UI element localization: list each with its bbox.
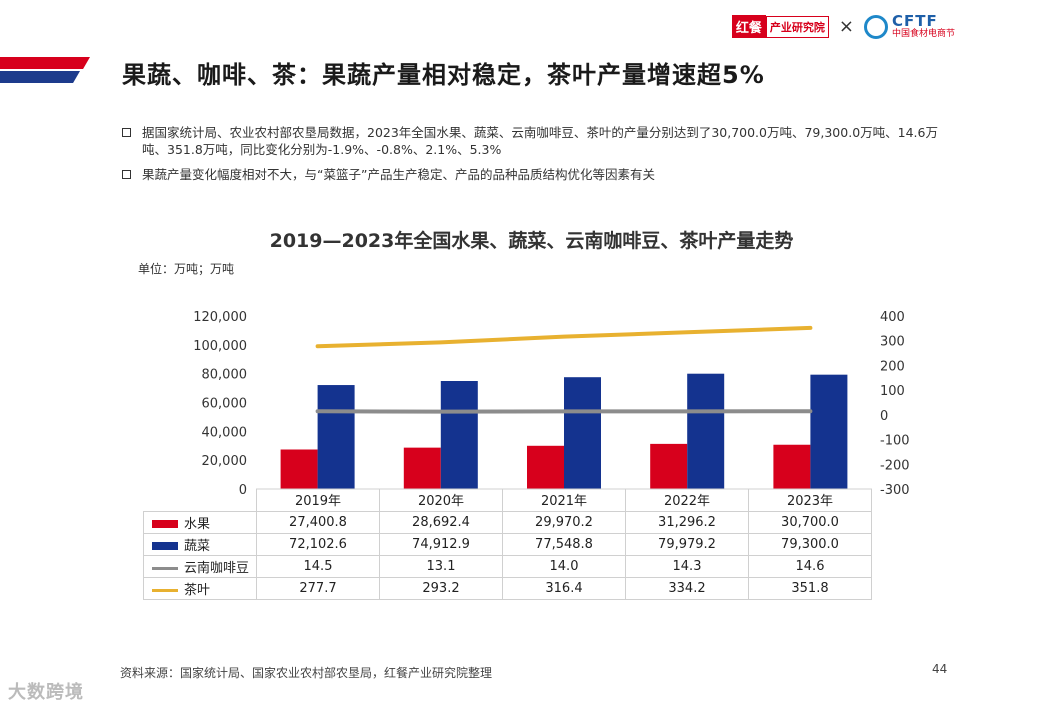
table-header-cell: 2023年 xyxy=(748,489,872,512)
table-cell: 28,692.4 xyxy=(379,510,503,534)
series-name: 云南咖啡豆 xyxy=(184,560,250,576)
table-cell: 31,296.2 xyxy=(625,510,749,534)
y-right-tick-label: -300 xyxy=(880,483,910,498)
bar-vegetable xyxy=(687,373,725,489)
table-header-cell: 2020年 xyxy=(379,489,503,512)
summary-bullets: 据国家统计局、农业农村部农垦局数据，2023年全国水果、蔬菜、云南咖啡豆、茶叶的… xyxy=(118,124,958,191)
table-cell: 14.3 xyxy=(625,554,749,578)
line-tea xyxy=(315,325,813,349)
y-left-tick-label: 120,000 xyxy=(193,310,247,325)
y-right-tick-label: 300 xyxy=(880,335,905,350)
y-right-tick-label: 0 xyxy=(880,409,888,424)
hongcan-logo-text: 产业研究院 xyxy=(765,15,829,38)
cftf-logo-subtitle: 中国食材电商节 xyxy=(891,28,955,39)
data-table: 2019年 2020年 2021年 2022年 2023年 水果 27,400.… xyxy=(143,489,872,600)
bullet-text: 据国家统计局、农业农村部农垦局数据，2023年全国水果、蔬菜、云南咖啡豆、茶叶的… xyxy=(142,125,938,157)
table-cell: 14.6 xyxy=(748,554,872,578)
table-cell: 293.2 xyxy=(379,576,503,600)
bar-fruit xyxy=(280,449,318,489)
table-cell: 13.1 xyxy=(379,554,503,578)
table-row-tea: 茶叶 277.7 293.2 316.4 334.2 351.8 xyxy=(143,576,872,600)
table-row-coffee: 云南咖啡豆 14.5 13.1 14.0 14.3 14.6 xyxy=(143,554,872,578)
legend-key-fruit xyxy=(152,520,178,528)
bullet-item: 据国家统计局、农业农村部农垦局数据，2023年全国水果、蔬菜、云南咖啡豆、茶叶的… xyxy=(118,124,958,158)
legend-key-tea xyxy=(152,588,178,592)
table-row-fruit: 水果 27,400.8 28,692.4 29,970.2 31,296.2 3… xyxy=(143,510,872,534)
table-cell: 29,970.2 xyxy=(502,510,626,534)
hongcan-logo-mark: 红餐 xyxy=(731,15,766,39)
bullet-square-icon xyxy=(122,170,131,179)
page-number: 44 xyxy=(932,662,948,676)
table-header-cell: 2019年 xyxy=(256,489,380,512)
logo-separator: × xyxy=(838,16,854,38)
cftf-logo-icon xyxy=(863,14,888,39)
bar-vegetable xyxy=(440,381,478,489)
hongcan-logo: 红餐 产业研究院 xyxy=(731,15,829,39)
source-note: 资料来源：国家统计局、国家农业农村部农垦局，红餐产业研究院整理 xyxy=(120,666,493,680)
table-cell: 74,912.9 xyxy=(379,532,503,556)
bar-fruit xyxy=(650,443,688,489)
page-title: 果蔬、咖啡、茶：果蔬产量相对稳定，茶叶产量增速超5% xyxy=(122,61,765,89)
table-cell: 334.2 xyxy=(625,576,749,600)
table-cell: 351.8 xyxy=(748,576,872,600)
header-logos: 红餐 产业研究院 × CFTF 中国食材电商节 xyxy=(731,12,955,39)
y-right-tick-label: -200 xyxy=(880,458,910,473)
table-cell: 277.7 xyxy=(256,576,380,600)
bullet-square-icon xyxy=(122,128,131,137)
table-cell: 14.0 xyxy=(502,554,626,578)
bullet-text: 果蔬产量变化幅度相对不大，与“菜篮子”产品生产稳定、产品的品种品质结构优化等因素… xyxy=(142,167,655,182)
table-header-row: 2019年 2020年 2021年 2022年 2023年 xyxy=(143,489,872,512)
table-header-cell: 2022年 xyxy=(625,489,749,512)
table-cell: 72,102.6 xyxy=(256,532,380,556)
cftf-logo-name: CFTF xyxy=(891,12,938,30)
legend-key-coffee xyxy=(152,566,178,570)
series-name: 茶叶 xyxy=(184,582,211,598)
y-left-tick-label: 80,000 xyxy=(202,368,248,383)
y-left-tick-label: 60,000 xyxy=(202,397,248,412)
bar-vegetable xyxy=(564,377,601,489)
cftf-logo: CFTF 中国食材电商节 xyxy=(863,12,955,39)
table-cell: 27,400.8 xyxy=(256,510,380,534)
chart-unit-label: 单位：万吨；万吨 xyxy=(138,262,235,276)
table-cell: 14.5 xyxy=(256,554,380,578)
bar-fruit xyxy=(403,447,441,489)
series-name: 水果 xyxy=(184,516,211,532)
table-cell: 77,548.8 xyxy=(502,532,626,556)
y-right-tick-label: 400 xyxy=(880,310,905,325)
y-left-tick-label: 20,000 xyxy=(202,454,248,469)
legend-key-vegetable xyxy=(152,542,178,550)
y-right-tick-label: 200 xyxy=(880,359,905,374)
bar-vegetable xyxy=(317,385,355,489)
bar-vegetable xyxy=(810,374,848,489)
y-left-tick-label: 100,000 xyxy=(193,339,247,354)
bar-fruit xyxy=(773,444,811,489)
y-right-tick-label: 100 xyxy=(880,384,905,399)
table-row-vegetable: 蔬菜 72,102.6 74,912.9 77,548.8 79,979.2 7… xyxy=(143,532,872,556)
table-header-cell: 2021年 xyxy=(502,489,626,512)
watermark: 大数跨境 xyxy=(8,682,84,703)
y-left-tick-label: 40,000 xyxy=(202,425,248,440)
bullet-item: 果蔬产量变化幅度相对不大，与“菜篮子”产品生产稳定、产品的品种品质结构优化等因素… xyxy=(118,166,958,183)
table-cell: 79,300.0 xyxy=(748,532,872,556)
table-cell: 30,700.0 xyxy=(748,510,872,534)
y-right-tick-label: -100 xyxy=(880,434,910,449)
chart-title: 2019—2023年全国水果、蔬菜、云南咖啡豆、茶叶产量走势 xyxy=(269,230,794,252)
table-cell: 79,979.2 xyxy=(625,532,749,556)
table-cell: 316.4 xyxy=(502,576,626,600)
series-name: 蔬菜 xyxy=(184,538,211,554)
bar-fruit xyxy=(527,445,564,489)
